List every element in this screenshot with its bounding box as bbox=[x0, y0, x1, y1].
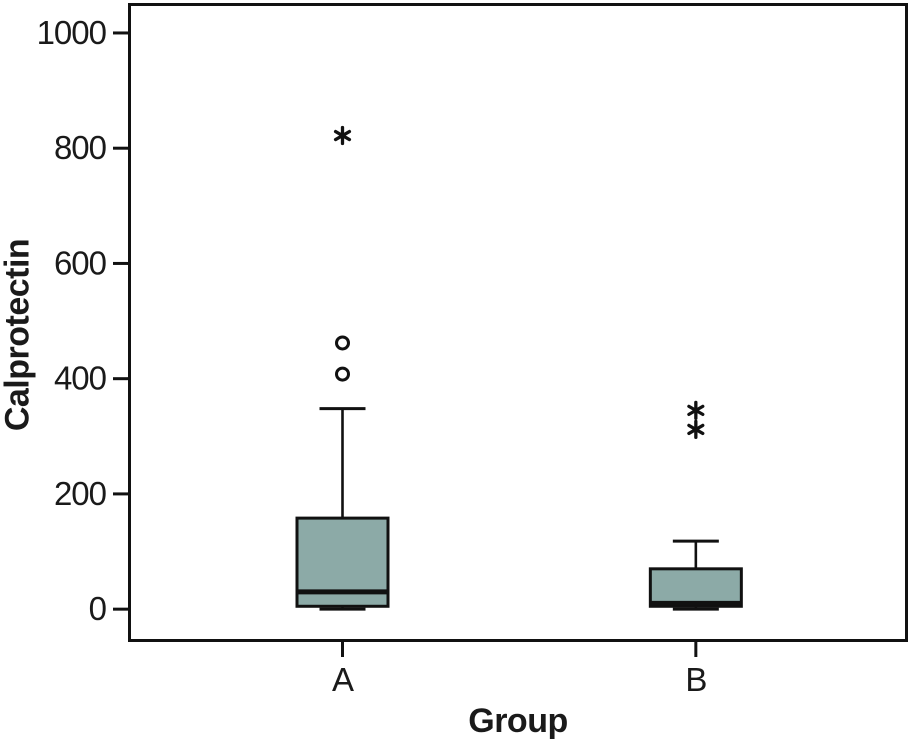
outlier-circle-a bbox=[335, 335, 350, 351]
y-tick-label: 800 bbox=[54, 129, 107, 166]
y-tick-label: 1000 bbox=[37, 14, 107, 51]
outlier-star-b bbox=[687, 404, 705, 417]
y-axis-label: Calprotectin bbox=[0, 238, 37, 432]
x-tick-label: B bbox=[685, 661, 706, 698]
outlier-star-b bbox=[687, 423, 705, 436]
y-tick-label: 0 bbox=[89, 590, 107, 627]
x-axis-label: Group bbox=[468, 702, 568, 740]
y-tick-label: 400 bbox=[54, 360, 107, 397]
y-tick-label: 600 bbox=[54, 244, 107, 281]
box-b bbox=[648, 567, 743, 608]
outlier-star-a bbox=[333, 129, 352, 142]
x-tick-label: A bbox=[332, 661, 354, 698]
y-tick-label: 200 bbox=[54, 475, 107, 512]
plot-frame-border bbox=[128, 3, 908, 642]
outlier-circle-a bbox=[335, 366, 350, 382]
